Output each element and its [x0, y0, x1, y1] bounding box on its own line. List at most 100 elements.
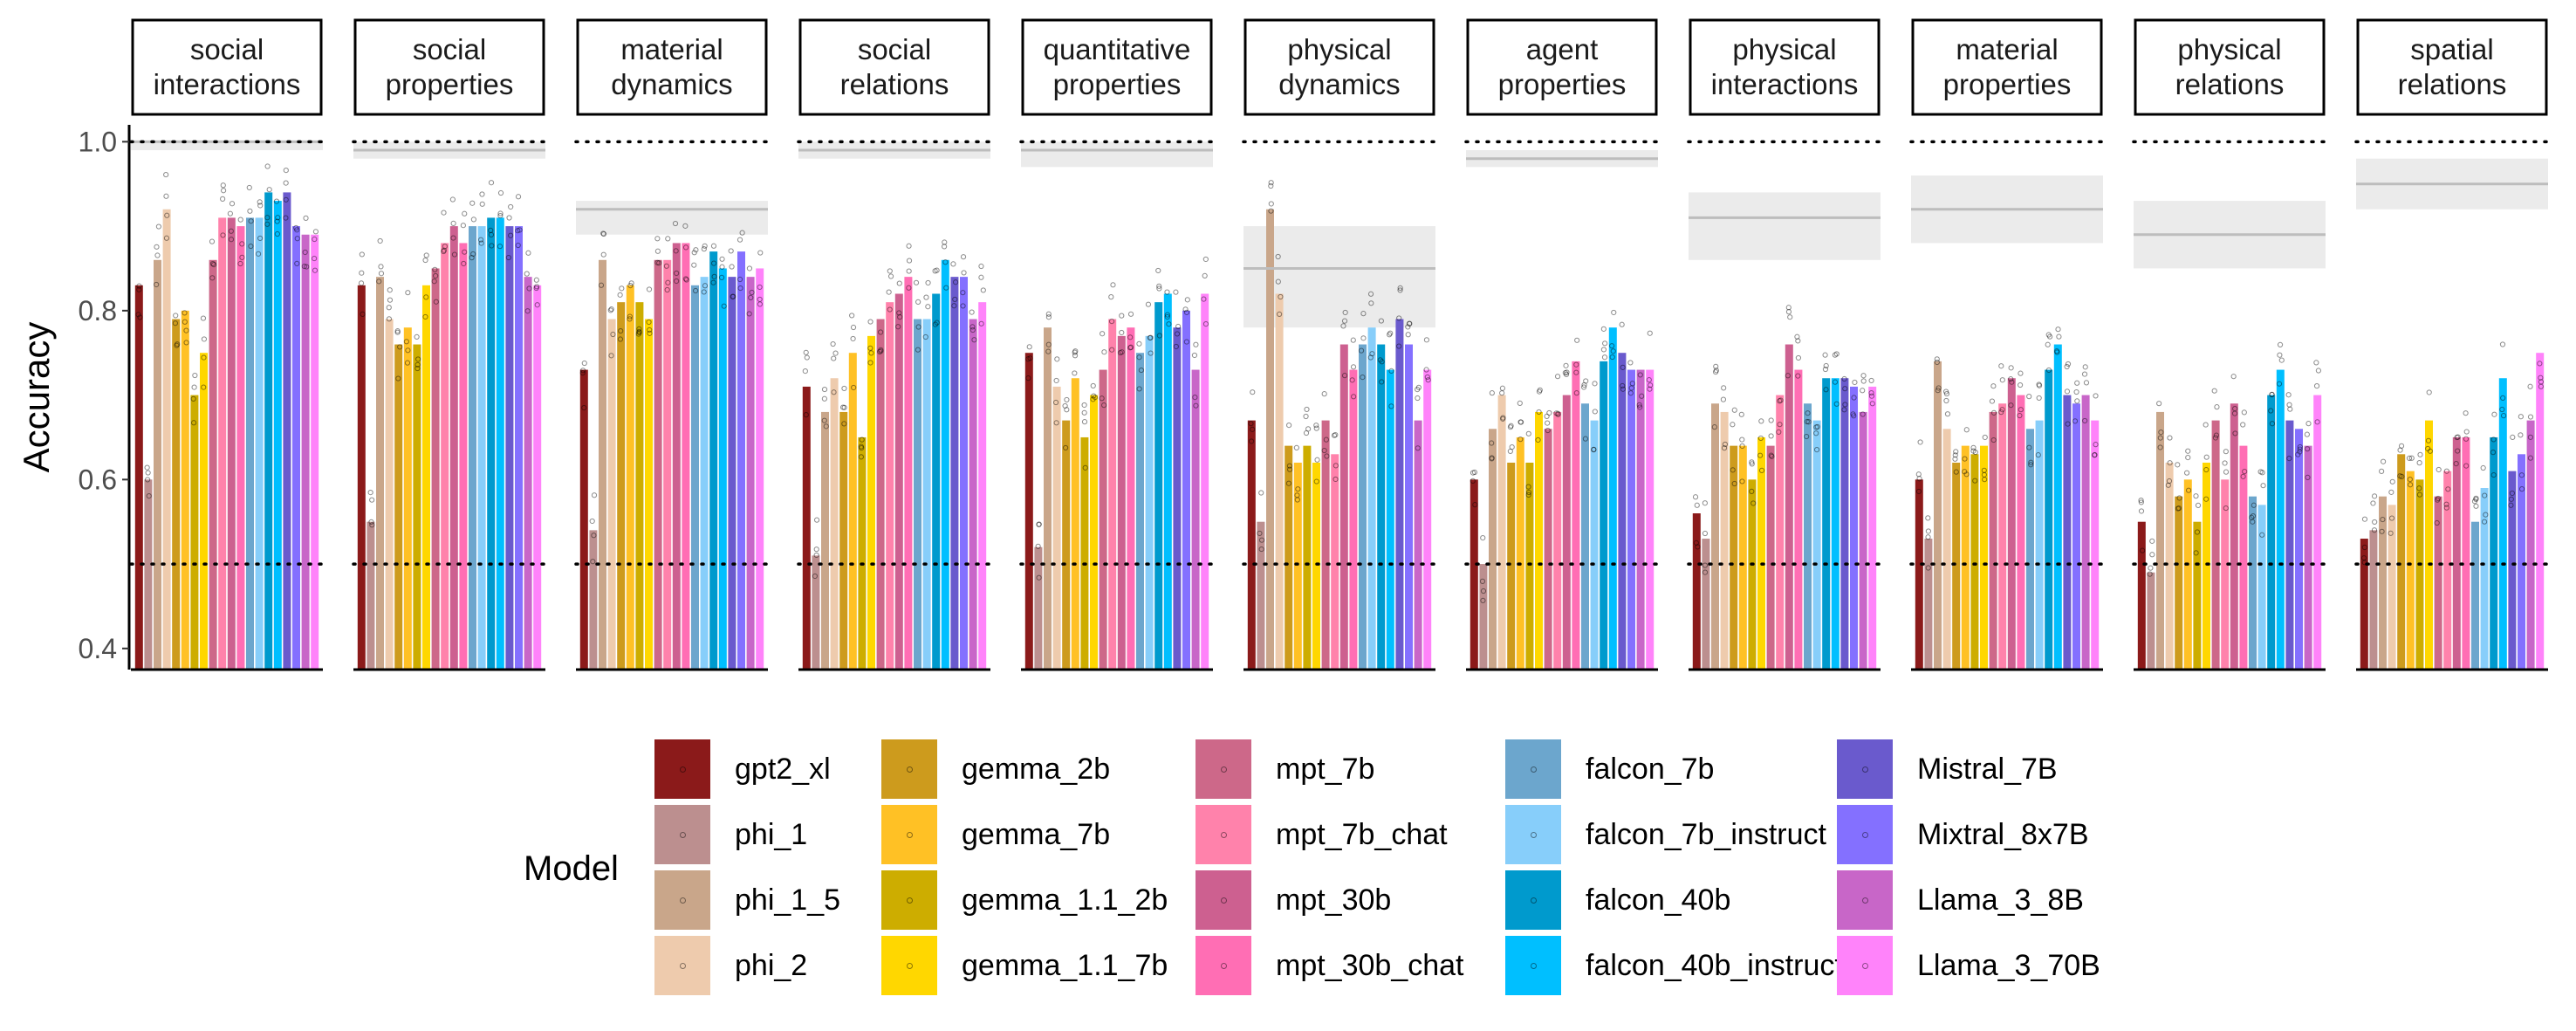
- run-dot: [2195, 502, 2202, 509]
- run-dot: [488, 227, 494, 234]
- bar: [1562, 395, 1571, 670]
- bar: [200, 353, 208, 670]
- run-dot: [1757, 452, 1764, 458]
- run-dot: [1935, 385, 1942, 391]
- run-dot: [2056, 333, 2062, 340]
- bar: [292, 226, 300, 670]
- run-dot: [145, 477, 151, 483]
- run-dot: [2240, 473, 2246, 479]
- run-dot: [1480, 597, 1486, 603]
- run-dot: [913, 279, 920, 285]
- run-dot: [2065, 361, 2072, 368]
- legend-label: Mistral_7B: [1917, 752, 2058, 786]
- run-dot: [2527, 414, 2534, 420]
- run-dot: [470, 251, 476, 258]
- run-dot: [1833, 401, 1840, 407]
- run-dot: [2008, 376, 2014, 382]
- run-dot: [1349, 377, 1355, 383]
- bar: [2267, 395, 2276, 670]
- run-dot: [239, 241, 245, 247]
- run-dot: [377, 237, 383, 244]
- run-dot: [136, 286, 142, 292]
- legend-item: gemma_1.1_2b: [881, 869, 1168, 931]
- run-dot: [1999, 377, 2005, 383]
- run-dot: [2223, 505, 2229, 512]
- run-dot: [2434, 519, 2440, 526]
- run-dot: [1368, 300, 1374, 306]
- run-dot: [823, 423, 829, 430]
- run-dot: [183, 340, 189, 346]
- legend-item: gemma_1.1_7b: [881, 934, 1168, 997]
- bar: [1989, 411, 1997, 670]
- run-dot: [1580, 384, 1587, 390]
- run-dot: [163, 235, 170, 241]
- bar: [1247, 420, 1256, 670]
- run-dot: [1860, 373, 1867, 379]
- run-dot: [1082, 464, 1088, 471]
- run-dot: [859, 436, 865, 443]
- run-dot: [2305, 421, 2312, 427]
- run-dot: [867, 345, 874, 351]
- legend-label: gpt2_xl: [735, 752, 831, 786]
- run-dot: [2455, 448, 2461, 454]
- bar: [1804, 403, 1812, 670]
- bar: [1024, 353, 1033, 670]
- run-dot: [394, 329, 401, 335]
- bar: [209, 259, 217, 670]
- run-dot: [1110, 282, 1116, 288]
- facet-title: relations: [840, 68, 949, 100]
- facet-strip: [576, 18, 768, 116]
- bar: [839, 411, 848, 670]
- run-dot: [2167, 460, 2173, 466]
- run-dot: [951, 303, 957, 309]
- run-dot: [1785, 373, 1791, 379]
- run-dot: [2148, 565, 2154, 571]
- run-dot: [441, 210, 447, 216]
- run-dot: [1350, 364, 1357, 370]
- run-dot: [1045, 314, 1052, 320]
- run-dot: [867, 319, 874, 325]
- run-dot: [2372, 519, 2378, 526]
- run-dot: [1620, 386, 1626, 392]
- bar: [1738, 445, 1747, 670]
- run-dot: [2138, 497, 2144, 504]
- facet-title: social: [190, 33, 264, 65]
- bar: [134, 285, 143, 670]
- run-dot: [1099, 395, 1105, 402]
- run-dot: [1369, 351, 1375, 357]
- run-dot: [711, 273, 717, 279]
- bar: [1961, 445, 1970, 670]
- run-dot: [1258, 546, 1264, 553]
- run-dot: [2158, 430, 2164, 436]
- bar: [1980, 445, 1988, 670]
- run-dot: [2185, 448, 2191, 454]
- run-dot: [237, 260, 243, 267]
- run-dot: [1712, 369, 1719, 375]
- run-dot: [201, 354, 207, 361]
- run-dot: [1156, 283, 1162, 289]
- bar: [1145, 335, 1154, 670]
- run-dot: [1360, 311, 1367, 317]
- bar: [246, 217, 254, 670]
- run-dot: [1525, 484, 1531, 490]
- run-dot: [2203, 422, 2209, 428]
- bar: [1080, 436, 1089, 670]
- bar: [1608, 327, 1617, 670]
- bar: [1535, 411, 1543, 670]
- run-dot: [748, 294, 754, 301]
- run-dot: [1268, 180, 1274, 186]
- facet-title: interactions: [1711, 68, 1859, 100]
- run-dot: [1119, 349, 1125, 355]
- run-dot: [1942, 388, 1949, 395]
- run-dot: [1250, 426, 1256, 432]
- run-dot: [934, 267, 940, 273]
- legend-item: falcon_40b_instruct: [1505, 934, 1843, 997]
- bar: [746, 277, 755, 670]
- bar: [1414, 420, 1422, 670]
- y-tick-label: 0.8: [79, 295, 117, 326]
- run-dot: [1962, 456, 1968, 462]
- bar: [1090, 395, 1098, 670]
